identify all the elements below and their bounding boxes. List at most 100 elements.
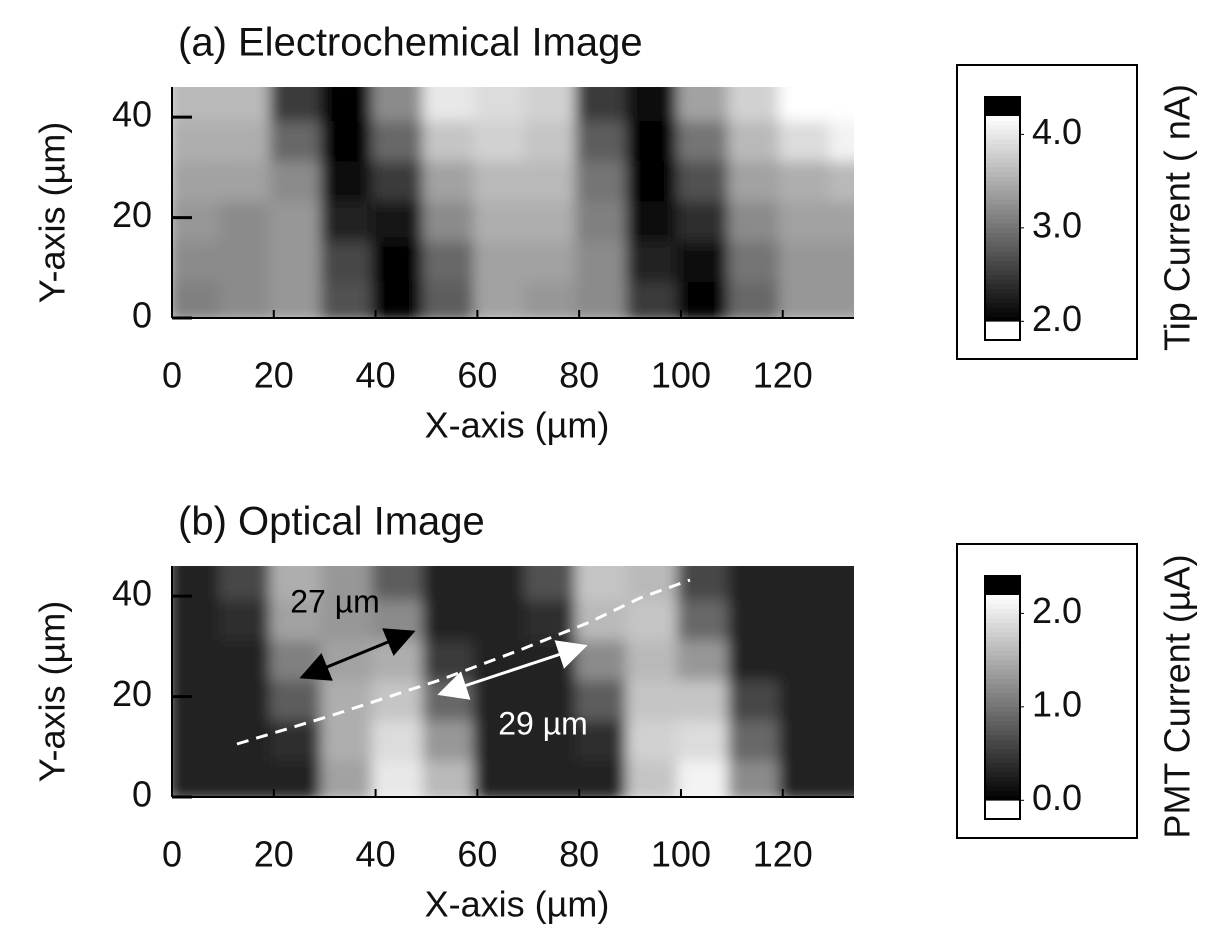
heatmap-cell	[676, 672, 736, 721]
heatmap-cell	[626, 672, 685, 721]
x-tick-label: 40	[356, 834, 396, 875]
heatmap-cell	[172, 233, 227, 282]
heatmap-cell	[829, 592, 854, 641]
colorbar-swatch	[985, 631, 1020, 638]
colorbar-swatch	[985, 246, 1020, 252]
colorbar-swatch	[985, 120, 1020, 126]
heatmap-cell	[829, 712, 854, 761]
heatmap-cell	[371, 233, 431, 282]
colorbar-swatch	[985, 711, 1020, 717]
heatmap-cell	[422, 87, 482, 122]
heatmap-cell	[676, 592, 736, 641]
heatmap-cell	[829, 233, 854, 282]
heatmap-cell	[320, 566, 380, 601]
heatmap-cell	[575, 193, 635, 242]
colorbar-swatch	[985, 655, 1020, 661]
y-tick-label: 0	[132, 295, 152, 336]
colorbar-swatch	[985, 650, 1020, 656]
heatmap-cell	[172, 153, 227, 202]
colorbar-swatch	[985, 701, 1020, 708]
heatmap-cell	[676, 233, 736, 282]
colorbar-swatch	[985, 236, 1020, 243]
colorbar-swatch	[985, 264, 1020, 271]
heatmap-cell	[371, 566, 431, 601]
heatmap-cell	[575, 712, 635, 761]
heatmap-cell	[473, 193, 533, 242]
colorbar-swatch	[985, 106, 1020, 112]
heatmap-cell	[269, 87, 329, 122]
heatmap-cell	[626, 712, 685, 761]
colorbar-swatch	[985, 152, 1020, 159]
heatmap-cell	[727, 113, 787, 162]
colorbar-swatch	[985, 645, 1020, 652]
heatmap-cell	[422, 193, 482, 242]
heatmap-cell	[218, 566, 278, 601]
colorbar-swatch	[985, 603, 1020, 610]
heatmap-cell	[778, 592, 838, 641]
colorbar-swatch	[985, 720, 1020, 726]
colorbar-swatch	[985, 580, 1020, 586]
colorbar-swatch	[985, 790, 1020, 796]
x-tick-label: 120	[753, 355, 813, 396]
colorbar-swatch	[985, 180, 1020, 187]
x-tick-label: 20	[254, 834, 294, 875]
heatmap-cell	[829, 113, 854, 162]
heatmap-cell	[575, 153, 635, 202]
colorbar-swatch	[985, 687, 1020, 694]
heatmap-cell	[778, 153, 838, 202]
heatmap-cell	[371, 193, 431, 242]
colorbar-swatch	[985, 190, 1020, 196]
heatmap-cell	[676, 712, 736, 761]
heatmap-cell	[172, 87, 227, 122]
colorbar-label: Tip Current ( nA)	[1157, 84, 1198, 351]
heatmap-cell	[626, 566, 685, 601]
heatmap-cell	[218, 87, 278, 122]
colorbar-swatch	[985, 617, 1020, 624]
heatmap-cell	[727, 632, 787, 681]
colorbar-swatch	[985, 776, 1020, 782]
heatmap-cell	[218, 592, 278, 641]
x-tick-label: 60	[457, 355, 497, 396]
colorbar-swatch	[985, 715, 1020, 722]
colorbar-swatch	[985, 227, 1020, 233]
y-tick-label: 20	[112, 673, 152, 714]
colorbar-swatch	[985, 743, 1020, 750]
colorbar-swatch	[985, 627, 1020, 633]
heatmap-cell	[575, 87, 635, 122]
colorbar-swatch	[985, 641, 1020, 647]
colorbar-swatch	[985, 213, 1020, 219]
heatmap-cell	[778, 193, 838, 242]
colorbar-swatch	[985, 134, 1020, 140]
heatmap-cell	[829, 193, 854, 242]
colorbar-swatch	[985, 124, 1020, 131]
colorbar-swatch	[985, 250, 1020, 257]
colorbar-swatch	[985, 269, 1020, 275]
heatmap-cell	[473, 712, 533, 761]
y-tick-label: 40	[112, 94, 152, 135]
heatmap-cell	[320, 87, 380, 122]
heatmap-cell	[269, 566, 329, 601]
colorbar-swatch	[985, 795, 1020, 801]
heatmap-cell	[829, 87, 854, 122]
heatmap-cell	[829, 153, 854, 202]
x-tick-label: 0	[162, 834, 182, 875]
colorbar-swatch	[985, 255, 1020, 261]
colorbar-swatch	[985, 194, 1020, 201]
heatmap-cell	[218, 672, 278, 721]
colorbar-swatch	[985, 232, 1020, 238]
colorbar-swatch	[985, 204, 1020, 210]
heatmap-cell	[727, 672, 787, 721]
x-tick-label: 120	[753, 834, 813, 875]
heatmap-cell	[218, 712, 278, 761]
heatmap-cell	[524, 566, 584, 601]
heatmap-cell	[218, 113, 278, 162]
colorbar-border	[984, 575, 1021, 820]
x-tick-label: 60	[457, 834, 497, 875]
colorbar-swatch	[985, 199, 1020, 205]
heatmap-cell	[626, 632, 685, 681]
heatmap-cell	[575, 233, 635, 282]
heatmap-cell	[676, 632, 736, 681]
colorbar-swatch	[985, 278, 1020, 285]
x-axis-label: X-axis (µm)	[425, 884, 610, 925]
